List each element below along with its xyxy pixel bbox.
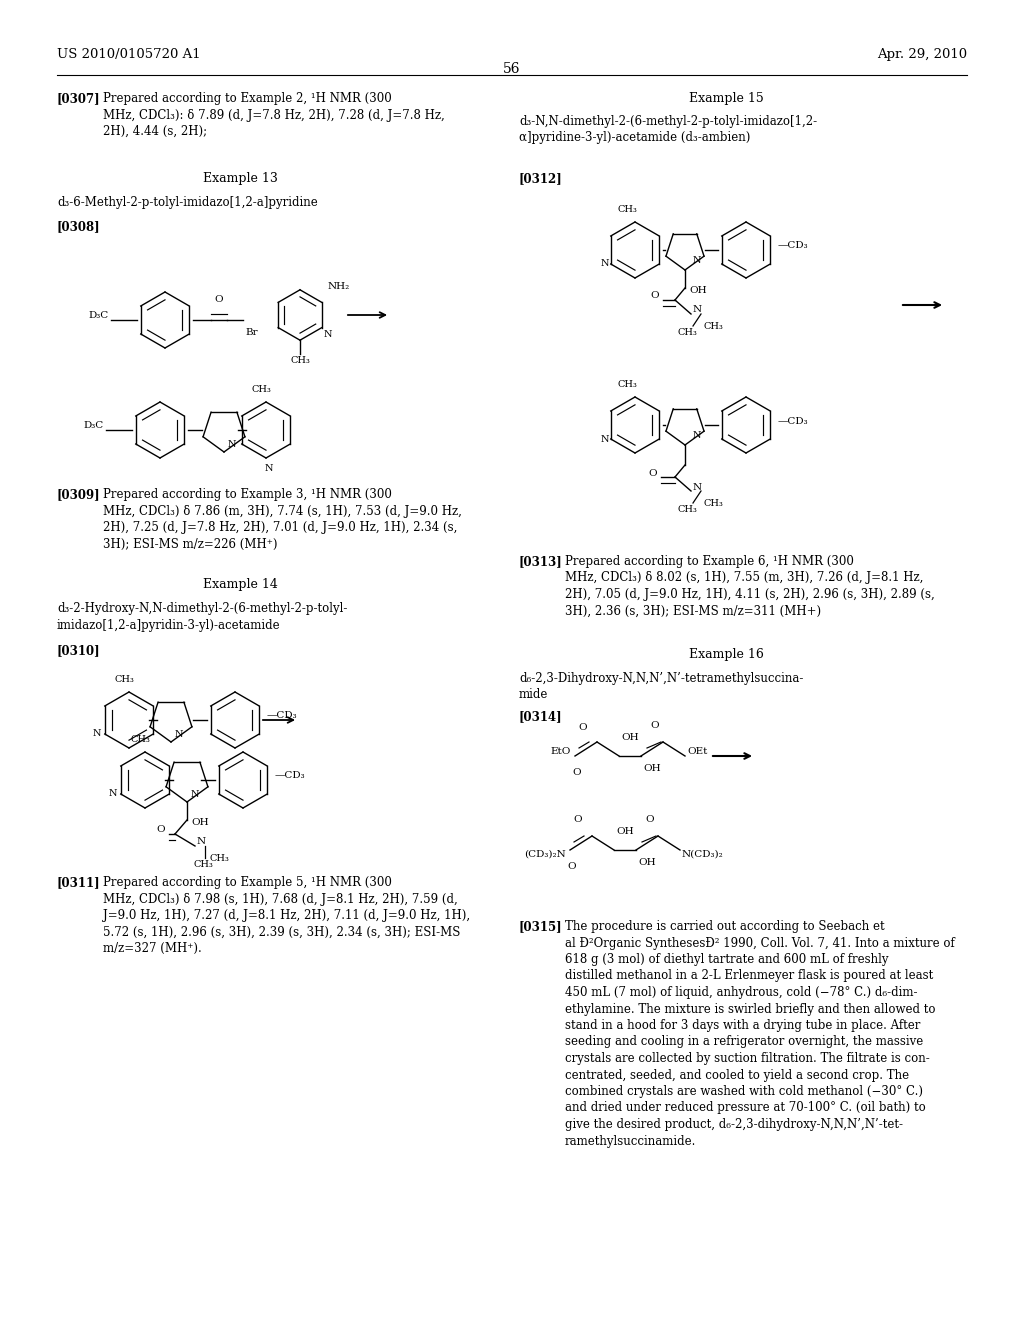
Text: Prepared according to Example 2, ¹H NMR (300
MHz, CDCl₃): δ 7.89 (d, J=7.8 Hz, 2: Prepared according to Example 2, ¹H NMR … (103, 92, 444, 139)
Text: N: N (693, 432, 701, 440)
Text: OEt: OEt (687, 747, 708, 756)
Text: Prepared according to Example 3, ¹H NMR (300
MHz, CDCl₃) δ 7.86 (m, 3H), 7.74 (s: Prepared according to Example 3, ¹H NMR … (103, 488, 462, 550)
Text: O: O (573, 814, 583, 824)
Text: NH₂: NH₂ (328, 282, 349, 292)
Text: O: O (157, 825, 165, 834)
Text: O: O (572, 768, 582, 777)
Text: O: O (646, 814, 654, 824)
Text: [0308]: [0308] (57, 220, 100, 234)
Text: N: N (92, 730, 100, 738)
Text: OH: OH (616, 828, 634, 836)
Text: Br: Br (245, 327, 258, 337)
Text: N: N (175, 730, 183, 739)
Text: N: N (693, 305, 702, 314)
Text: N: N (197, 837, 206, 846)
Text: D₃C: D₃C (84, 421, 104, 429)
Text: D₃C: D₃C (89, 310, 109, 319)
Text: N: N (190, 789, 200, 799)
Text: CH₃: CH₃ (617, 205, 637, 214)
Text: CH₃: CH₃ (209, 854, 229, 863)
Text: N: N (600, 260, 608, 268)
Text: OH: OH (689, 286, 707, 294)
Text: —CD₃: —CD₃ (275, 771, 305, 780)
Text: —CD₃: —CD₃ (778, 417, 809, 425)
Text: N: N (600, 434, 608, 444)
Text: d₆-2,3-Dihydroxy-N,N,N’,N’-tetramethylsuccina-
mide: d₆-2,3-Dihydroxy-N,N,N’,N’-tetramethylsu… (519, 672, 804, 701)
Text: [0314]: [0314] (519, 710, 562, 723)
Text: d₃-N,N-dimethyl-2-(6-methyl-2-p-tolyl-imidazo[1,2-
α]pyridine-3-yl)-acetamide (d: d₃-N,N-dimethyl-2-(6-methyl-2-p-tolyl-im… (519, 115, 817, 144)
Text: O: O (567, 862, 577, 871)
Text: —CD₃: —CD₃ (778, 242, 809, 251)
Text: OH: OH (191, 818, 209, 828)
Text: CH₃: CH₃ (617, 380, 637, 389)
Text: CH₃: CH₃ (114, 675, 134, 684)
Text: CH₃: CH₃ (193, 861, 213, 869)
Text: N: N (693, 256, 701, 265)
Text: N: N (109, 789, 117, 799)
Text: O: O (650, 292, 659, 301)
Text: CH₃: CH₃ (290, 356, 310, 366)
Text: [0309]: [0309] (57, 488, 100, 502)
Text: OH: OH (621, 733, 639, 742)
Text: N: N (693, 483, 702, 491)
Text: 56: 56 (503, 62, 521, 77)
Text: N: N (265, 465, 273, 473)
Text: OH: OH (638, 858, 655, 867)
Text: [0315]: [0315] (519, 920, 562, 933)
Text: CH₃: CH₃ (703, 322, 723, 331)
Text: [0312]: [0312] (519, 172, 563, 185)
Text: Apr. 29, 2010: Apr. 29, 2010 (877, 48, 967, 61)
Text: The procedure is carried out according to Seebach et
al Ð²Organic SynthesesÐ² 19: The procedure is carried out according t… (565, 920, 954, 1147)
Text: [0310]: [0310] (57, 644, 100, 657)
Text: Example 16: Example 16 (688, 648, 764, 661)
Text: —CD₃: —CD₃ (267, 711, 298, 721)
Text: EtO: EtO (551, 747, 571, 756)
Text: [0307]: [0307] (57, 92, 100, 106)
Text: CH₃: CH₃ (251, 385, 271, 393)
Text: O: O (579, 723, 588, 733)
Text: (CD₃)₂N: (CD₃)₂N (524, 850, 566, 858)
Text: O: O (648, 469, 657, 478)
Text: Example 15: Example 15 (688, 92, 763, 106)
Text: N: N (324, 330, 333, 339)
Text: [0313]: [0313] (519, 554, 563, 568)
Text: N(CD₃)₂: N(CD₃)₂ (682, 850, 724, 858)
Text: O: O (650, 721, 659, 730)
Text: d₃-2-Hydroxy-N,N-dimethyl-2-(6-methyl-2-p-tolyl-
imidazo[1,2-a]pyridin-3-yl)-ace: d₃-2-Hydroxy-N,N-dimethyl-2-(6-methyl-2-… (57, 602, 347, 631)
Text: Prepared according to Example 6, ¹H NMR (300
MHz, CDCl₃) δ 8.02 (s, 1H), 7.55 (m: Prepared according to Example 6, ¹H NMR … (565, 554, 935, 618)
Text: Prepared according to Example 5, ¹H NMR (300
MHz, CDCl₃) δ 7.98 (s, 1H), 7.68 (d: Prepared according to Example 5, ¹H NMR … (103, 876, 470, 954)
Text: O: O (215, 294, 223, 304)
Text: CH₃: CH₃ (677, 327, 697, 337)
Text: CH₃: CH₃ (130, 735, 150, 744)
Text: US 2010/0105720 A1: US 2010/0105720 A1 (57, 48, 201, 61)
Text: Example 13: Example 13 (203, 172, 278, 185)
Text: d₃-6-Methyl-2-p-tolyl-imidazo[1,2-a]pyridine: d₃-6-Methyl-2-p-tolyl-imidazo[1,2-a]pyri… (57, 195, 317, 209)
Text: CH₃: CH₃ (677, 506, 697, 513)
Text: N: N (227, 440, 237, 449)
Text: [0311]: [0311] (57, 876, 100, 888)
Text: OH: OH (643, 764, 660, 774)
Text: CH₃: CH₃ (703, 499, 723, 508)
Text: Example 14: Example 14 (203, 578, 278, 591)
